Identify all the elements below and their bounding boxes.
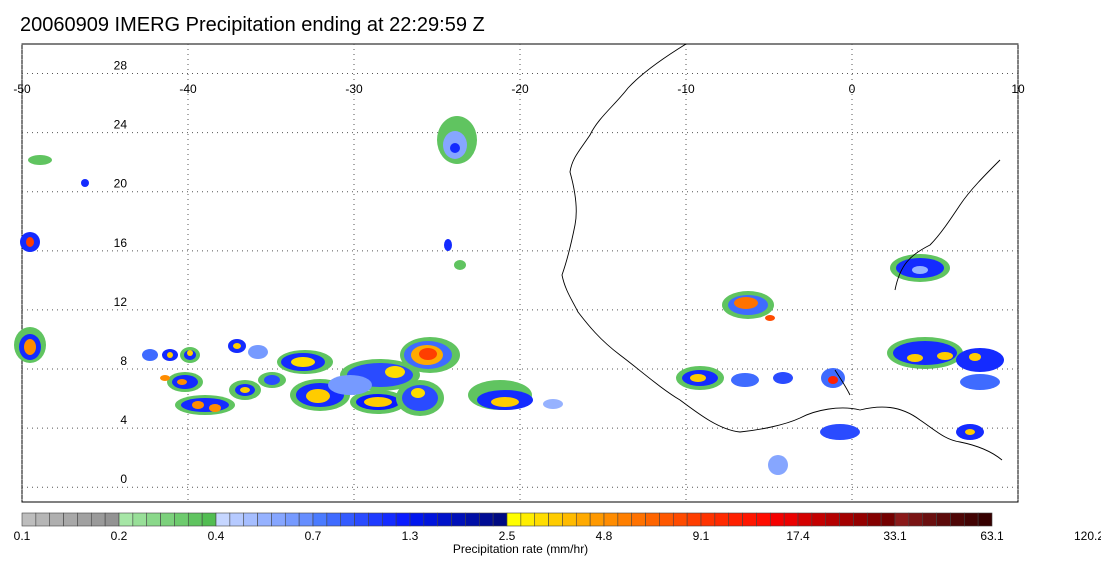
- colorbar-swatch: [964, 513, 978, 526]
- colorbar-swatch: [521, 513, 535, 526]
- colorbar-swatch: [659, 513, 673, 526]
- colorbar-swatch: [438, 513, 452, 526]
- colorbar-swatch: [105, 513, 119, 526]
- colorbar-swatch: [382, 513, 396, 526]
- colorbar-swatch: [188, 513, 202, 526]
- colorbar-swatch: [784, 513, 798, 526]
- colorbar-swatch: [424, 513, 438, 526]
- colorbar-swatch: [978, 513, 992, 526]
- colorbar-tick-label: 0.2: [111, 529, 128, 543]
- colorbar-swatch: [867, 513, 881, 526]
- colorbar-tick-label: 9.1: [693, 529, 710, 543]
- colorbar-swatch: [230, 513, 244, 526]
- colorbar-swatch: [687, 513, 701, 526]
- colorbar-swatch: [840, 513, 854, 526]
- colorbar-tick-label: 120.2: [1074, 529, 1101, 543]
- colorbar-tick-label: 0.7: [305, 529, 322, 543]
- colorbar-swatch: [812, 513, 826, 526]
- colorbar-swatch: [770, 513, 784, 526]
- colorbar-label: Precipitation rate (mm/hr): [0, 542, 1071, 556]
- colorbar-swatch: [161, 513, 175, 526]
- colorbar-swatch: [299, 513, 313, 526]
- colorbar-swatch: [604, 513, 618, 526]
- colorbar-swatch: [729, 513, 743, 526]
- colorbar-swatch: [562, 513, 576, 526]
- colorbar-swatch: [133, 513, 147, 526]
- colorbar-tick-label: 0.1: [14, 529, 31, 543]
- colorbar-swatch: [937, 513, 951, 526]
- colorbar-tick-label: 2.5: [499, 529, 516, 543]
- colorbar-swatch: [396, 513, 410, 526]
- colorbar-swatch: [743, 513, 757, 526]
- colorbar-tick-label: 4.8: [596, 529, 613, 543]
- colorbar-swatch: [327, 513, 341, 526]
- colorbar-swatch: [798, 513, 812, 526]
- colorbar-swatch: [285, 513, 299, 526]
- colorbar-swatch: [368, 513, 382, 526]
- colorbar-swatch: [50, 513, 64, 526]
- colorbar-tick-label: 1.3: [402, 529, 419, 543]
- colorbar-swatch: [258, 513, 272, 526]
- colorbar-swatch: [826, 513, 840, 526]
- colorbar-swatch: [244, 513, 258, 526]
- colorbar-swatch: [646, 513, 660, 526]
- colorbar-swatch: [147, 513, 161, 526]
- colorbar-swatch: [216, 513, 230, 526]
- colorbar-swatch: [64, 513, 78, 526]
- colorbar-swatch: [271, 513, 285, 526]
- colorbar-swatch: [119, 513, 133, 526]
- colorbar-swatch: [895, 513, 909, 526]
- colorbar-swatch: [715, 513, 729, 526]
- colorbar-swatch: [313, 513, 327, 526]
- colorbar-tick-label: 0.4: [208, 529, 225, 543]
- colorbar-swatch: [77, 513, 91, 526]
- colorbar-swatch: [756, 513, 770, 526]
- colorbar-swatch: [410, 513, 424, 526]
- colorbar-swatch: [36, 513, 50, 526]
- colorbar-swatch: [493, 513, 507, 526]
- colorbar-swatch: [202, 513, 216, 526]
- colorbar-swatch: [618, 513, 632, 526]
- colorbar-tick-label: 63.1: [980, 529, 1004, 543]
- colorbar-swatch: [341, 513, 355, 526]
- colorbar-swatch: [909, 513, 923, 526]
- colorbar-swatch: [590, 513, 604, 526]
- colorbar-swatch: [673, 513, 687, 526]
- colorbar-swatch: [923, 513, 937, 526]
- colorbar-swatches: [22, 513, 992, 526]
- colorbar-swatch: [950, 513, 964, 526]
- colorbar-swatch: [465, 513, 479, 526]
- colorbar-swatch: [479, 513, 493, 526]
- colorbar-swatch: [853, 513, 867, 526]
- colorbar-swatch: [22, 513, 36, 526]
- colorbar-swatch: [91, 513, 105, 526]
- colorbar-swatch: [576, 513, 590, 526]
- colorbar-swatch: [507, 513, 521, 526]
- colorbar-tick-label: 17.4: [786, 529, 810, 543]
- colorbar-tick-labels: 0.1 0.2 0.4 0.7 1.3 2.5 4.8 9.1 17.4 33.1 63.1 120.…: [14, 529, 1101, 543]
- colorbar: 0.1 0.2 0.4 0.7 1.3 2.5 4.8 9.1 17.4 33.1 63.1 120.…: [0, 0, 1101, 571]
- colorbar-swatch: [881, 513, 895, 526]
- colorbar-swatch: [452, 513, 466, 526]
- colorbar-swatch: [632, 513, 646, 526]
- colorbar-tick-label: 33.1: [883, 529, 907, 543]
- colorbar-swatch: [701, 513, 715, 526]
- colorbar-swatch: [174, 513, 188, 526]
- colorbar-swatch: [549, 513, 563, 526]
- colorbar-swatch: [535, 513, 549, 526]
- colorbar-swatch: [355, 513, 369, 526]
